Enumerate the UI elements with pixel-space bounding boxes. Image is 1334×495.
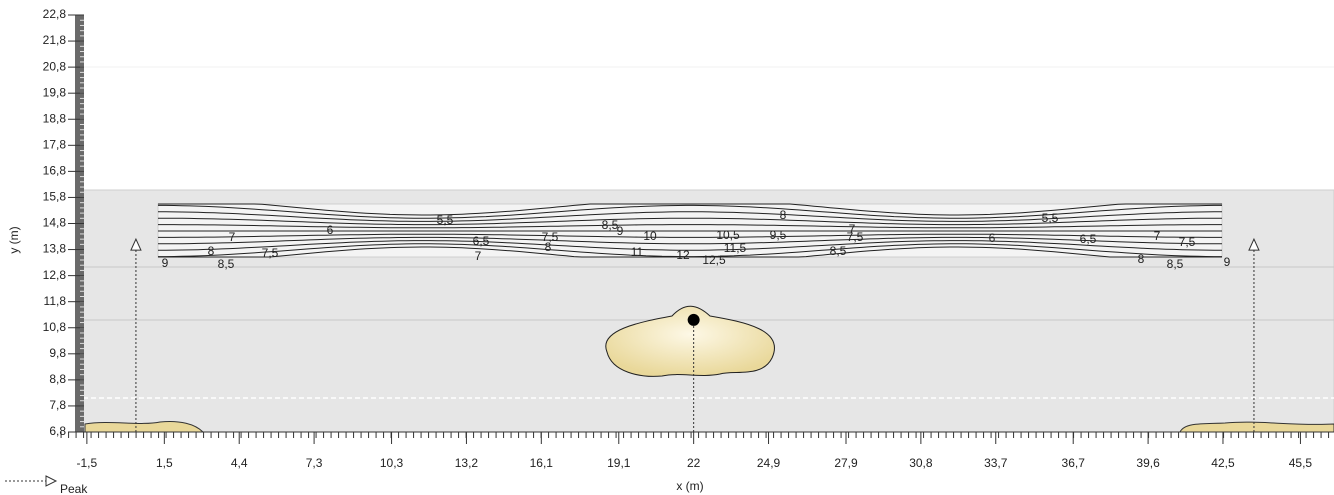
contour-label: 8 [208, 244, 215, 258]
contour-line [158, 224, 1222, 229]
contour-line [158, 240, 1222, 251]
contour-label: 7 [849, 222, 856, 236]
peak-marker [130, 237, 142, 251]
contour-label: 8,5 [830, 244, 847, 258]
x-tick-label: 42,5 [1211, 456, 1235, 470]
x-tick-label: 33,7 [984, 456, 1008, 470]
y-tick-label: 17,8 [43, 137, 67, 151]
y-tick-label: 16,8 [43, 164, 67, 178]
contour-label: 9 [617, 224, 624, 238]
sand-shape [605, 305, 775, 377]
contour-label: 12 [676, 248, 690, 262]
contour-label: 7 [1154, 229, 1161, 243]
contour-label: 9 [162, 256, 169, 270]
contour-label: 6,5 [1080, 232, 1097, 246]
contour-label: 9,5 [770, 228, 787, 242]
contour-line [158, 236, 1222, 245]
contour-label: 6,5 [473, 234, 490, 248]
y-tick-label: 15,8 [43, 190, 67, 204]
contour-label: 8 [1138, 252, 1145, 266]
y-tick-label: 22,8 [43, 7, 67, 21]
x-tick-label: 19,1 [607, 456, 631, 470]
contour-label: 6 [327, 223, 334, 237]
contour-label: 11 [631, 245, 644, 259]
x-tick-label: 24,9 [757, 456, 781, 470]
contour-label: 9 [1224, 255, 1231, 269]
x-tick-label: 16,1 [530, 456, 554, 470]
x-axis-title: x (m) [676, 479, 703, 493]
y-tick-label: 18,8 [43, 111, 67, 125]
contour-label: 11,5 [724, 241, 747, 255]
x-tick-label: 36,7 [1062, 456, 1086, 470]
contour-label: 7 [229, 230, 236, 244]
y-tick-label: 8,8 [49, 372, 66, 386]
contour-line [158, 204, 1222, 219]
y-tick-label: 10,8 [43, 320, 67, 334]
peak-marker [687, 313, 700, 326]
y-tick-label: 14,8 [43, 216, 67, 230]
contour-label: 10,5 [716, 228, 740, 242]
x-tick-label: 4,4 [231, 456, 248, 470]
contour-line [158, 217, 1222, 226]
contour-line [158, 233, 1222, 238]
y-tick-label: 12,8 [43, 268, 67, 282]
y-tick-label: 20,8 [43, 59, 67, 73]
contour-label: 7 [475, 249, 482, 263]
x-tick-label: 30,8 [909, 456, 933, 470]
y-tick-label: 6,8 [49, 424, 66, 438]
y-tick-label: 13,8 [43, 242, 67, 256]
x-tick-label: 7,3 [306, 456, 323, 470]
y-tick-label: 7,8 [49, 398, 66, 412]
contour-label: 12,5 [702, 253, 726, 267]
contour-label: 8 [545, 240, 552, 254]
contour-line [158, 203, 1222, 216]
y-axis-title: y (m) [7, 226, 21, 253]
contour-line [158, 246, 1222, 258]
x-tick-label: 1,5 [156, 456, 173, 470]
contour-label: 7,5 [262, 246, 279, 260]
y-tick-label: 9,8 [49, 346, 66, 360]
legend-label: Peak [60, 482, 88, 495]
sand-shape [84, 421, 205, 433]
contour-label: 10 [643, 229, 657, 243]
contour-label: 6 [989, 231, 996, 245]
contours [158, 203, 1222, 258]
contour-label: 7,5 [1179, 235, 1196, 249]
contour-label: 7,5 [847, 230, 864, 244]
x-tick-label: 27,9 [834, 456, 858, 470]
x-tick-label: 39,6 [1136, 456, 1160, 470]
contour-label: 5,5 [437, 213, 454, 227]
contour-label: 5,5 [1042, 211, 1059, 225]
x-tick-label: 13,2 [455, 456, 479, 470]
contour-label: 8 [780, 208, 787, 222]
sand-shape [1179, 421, 1334, 433]
contour-line [158, 211, 1222, 222]
x-tick-label: 22 [687, 456, 701, 470]
x-tick-label: 10,3 [380, 456, 404, 470]
y-tick-label: 11,8 [44, 294, 67, 308]
x-tick-label: 45,5 [1289, 456, 1313, 470]
contour-label: 7,5 [542, 230, 559, 244]
peak-marker [1248, 237, 1260, 251]
contour-label: 8,5 [1167, 257, 1184, 271]
x-tick-label: -1,5 [77, 456, 98, 470]
contour-label: 8,5 [218, 257, 235, 271]
contour-label: 8,5 [602, 218, 619, 232]
legend-marker [45, 475, 58, 487]
y-tick-label: 19,8 [43, 85, 67, 99]
y-tick-label: 21,8 [43, 33, 67, 47]
legend: Peak [5, 475, 88, 495]
